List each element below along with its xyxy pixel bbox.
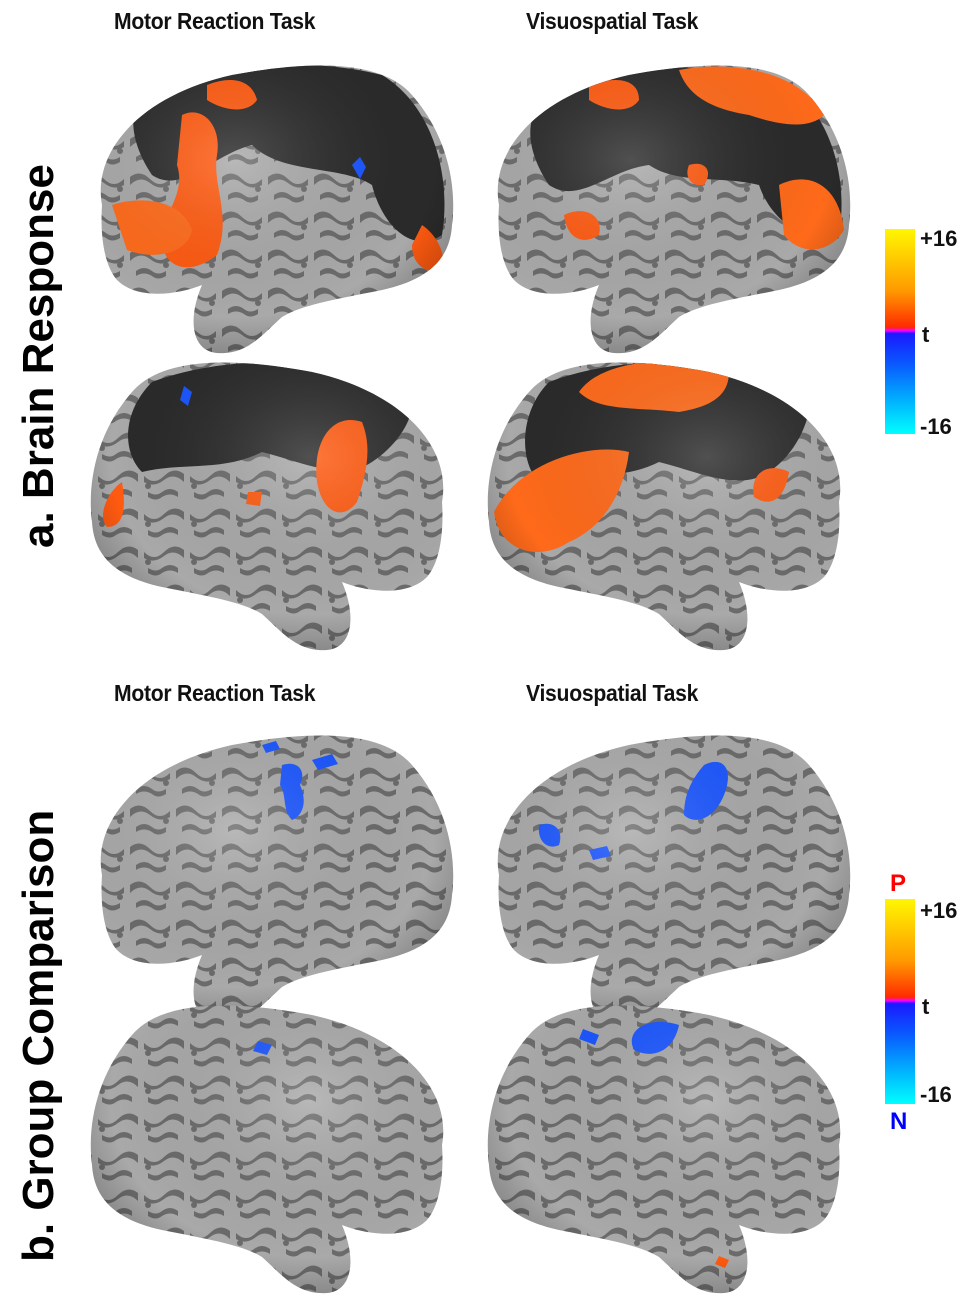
colorbar-b	[885, 899, 915, 1104]
brain-motor-lateral-a	[100, 65, 454, 354]
column-title-motor-reaction-b: Motor Reaction Task	[114, 680, 316, 706]
colorbar-b-threshold-label: t	[922, 994, 930, 1019]
colorbar-a-max-label: +16	[920, 226, 958, 251]
colorbar-b-max-label: +16	[920, 898, 958, 923]
colorbar-b-positive-label: P	[890, 870, 907, 897]
column-title-visuospatial-b: Visuospatial Task	[526, 680, 699, 706]
brain-motor-medial-b	[90, 1005, 444, 1294]
colorbar-a-min-label: -16	[920, 414, 952, 439]
brain-visuospatial-lateral-a	[497, 65, 851, 354]
colorbar-a-threshold-label: t	[922, 322, 930, 347]
panel-label-group-comparison: b. Group Comparison	[14, 809, 63, 1262]
brain-motor-lateral-b	[100, 735, 454, 1024]
colorbar-b-min-label: -16	[920, 1082, 952, 1107]
colorbar-gradient-b	[885, 899, 915, 1104]
column-title-visuospatial-a: Visuospatial Task	[526, 8, 699, 34]
brain-visuospatial-lateral-b	[497, 735, 851, 1024]
brain-visuospatial-medial-a	[487, 362, 841, 651]
colorbar-gradient-a	[885, 229, 915, 434]
colorbar-a	[885, 229, 915, 434]
panel-label-brain-response: a. Brain Response	[14, 164, 63, 548]
brain-motor-medial-a	[90, 362, 444, 651]
colorbar-b-negative-label: N	[890, 1108, 908, 1135]
brain-visuospatial-medial-b	[487, 1005, 841, 1294]
column-title-motor-reaction-a: Motor Reaction Task	[114, 8, 316, 34]
